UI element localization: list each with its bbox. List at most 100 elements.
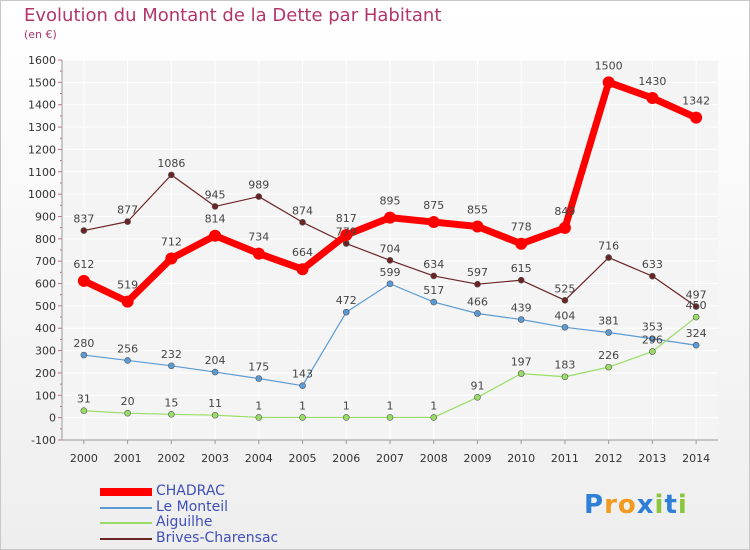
data-point-brives-charensac (692, 303, 700, 310)
data-point-brives-charensac (430, 272, 438, 280)
y-tick-label: 300 (35, 345, 56, 358)
data-label-le-monteil: 143 (292, 368, 313, 381)
y-tick-label: 800 (35, 233, 56, 246)
x-tick-label: 2010 (507, 452, 535, 465)
data-point-brives-charensac (168, 171, 175, 179)
data-label-le-monteil: 353 (642, 321, 663, 334)
data-point-chadrac (252, 247, 265, 260)
data-point-aiguilhe (605, 363, 612, 371)
y-tick-label: 1600 (28, 54, 56, 67)
x-tick-label: 2004 (245, 452, 273, 465)
data-point-brives-charensac (342, 240, 350, 247)
data-label-brives-charensac: 1086 (157, 157, 185, 170)
data-point-chadrac (121, 295, 134, 308)
data-label-chadrac: 1500 (595, 59, 623, 72)
legend-label-le-monteil: Le Monteil (156, 499, 229, 515)
data-label-chadrac: 875 (423, 199, 444, 212)
data-point-le-monteil (342, 308, 350, 316)
data-label-le-monteil: 517 (423, 284, 444, 297)
data-label-chadrac: 814 (205, 213, 226, 226)
data-point-chadrac (602, 76, 615, 89)
data-point-le-monteil (649, 335, 656, 343)
data-label-chadrac: 778 (511, 221, 532, 234)
legend-swatch-le-monteil (100, 507, 152, 509)
data-label-brives-charensac: 634 (423, 258, 444, 271)
chart-title: Evolution du Montant de la Dette par Hab… (24, 5, 442, 26)
data-label-brives-charensac: 945 (205, 188, 226, 201)
x-tick-label: 2006 (332, 452, 360, 465)
y-tick-label: 0 (49, 412, 56, 425)
data-label-chadrac: 519 (117, 279, 138, 292)
y-tick-label: 1000 (28, 188, 56, 201)
data-point-le-monteil (168, 362, 175, 370)
data-label-le-monteil: 175 (248, 361, 269, 374)
data-point-le-monteil (430, 298, 438, 306)
data-point-chadrac (165, 252, 178, 265)
data-label-brives-charensac: 837 (73, 213, 94, 226)
y-tick-label: 600 (35, 278, 56, 291)
data-point-aiguilhe (649, 348, 656, 355)
proxiti-logo: Proxiti (584, 490, 688, 520)
y-tick-label: 1500 (28, 76, 56, 89)
data-label-brives-charensac: 497 (686, 289, 707, 302)
y-tick-label: 1100 (28, 166, 56, 179)
data-label-brives-charensac: 877 (117, 204, 138, 217)
data-point-aiguilhe (211, 411, 219, 419)
line-chart: -100 0 100 200 300 400 500 600 700 800 900 1000 1100… (28, 54, 718, 465)
data-point-aiguilhe (342, 414, 350, 421)
data-point-brives-charensac (649, 272, 656, 280)
data-point-brives-charensac (386, 256, 394, 264)
legend-swatch-aiguilhe (100, 522, 152, 524)
data-label-aiguilhe: 197 (511, 356, 532, 369)
data-point-le-monteil (124, 357, 131, 364)
data-point-le-monteil (255, 375, 263, 382)
data-point-chadrac (209, 229, 222, 242)
data-point-le-monteil (386, 280, 394, 288)
data-point-brives-charensac (474, 280, 481, 288)
x-tick-label: 2007 (376, 452, 404, 465)
data-label-chadrac: 849 (554, 205, 575, 218)
data-label-brives-charensac: 704 (380, 242, 401, 255)
data-label-aiguilhe: 1 (343, 399, 350, 412)
data-point-brives-charensac (299, 218, 306, 226)
chart-subtitle: (en €) (24, 28, 57, 41)
data-point-brives-charensac (561, 296, 569, 304)
legend-swatch-chadrac (100, 488, 152, 496)
data-point-brives-charensac (605, 254, 612, 261)
data-point-aiguilhe (692, 313, 700, 321)
data-label-brives-charensac: 989 (248, 179, 269, 192)
legend-swatch-brives-charensac (100, 538, 152, 540)
x-tick-label: 2003 (201, 452, 229, 465)
y-tick-label: 1300 (28, 121, 56, 134)
data-point-le-monteil (561, 324, 569, 331)
data-label-brives-charensac: 874 (292, 204, 313, 217)
data-label-brives-charensac: 716 (598, 240, 619, 253)
data-label-le-monteil: 466 (467, 295, 488, 308)
data-point-le-monteil (211, 368, 219, 376)
y-tick-label: 400 (35, 322, 56, 335)
data-point-chadrac (558, 221, 571, 234)
data-point-aiguilhe (517, 370, 525, 377)
x-tick-label: 2005 (289, 452, 317, 465)
y-tick-label: -100 (31, 434, 56, 447)
data-point-chadrac (384, 211, 396, 224)
data-point-aiguilhe (386, 414, 394, 421)
data-label-aiguilhe: 226 (598, 349, 619, 362)
y-tick-label: 900 (35, 210, 56, 223)
data-point-aiguilhe (474, 394, 481, 401)
x-tick-label: 2008 (420, 452, 448, 465)
legend-label-chadrac: CHADRAC (156, 483, 225, 499)
data-label-chadrac: 612 (73, 258, 94, 271)
data-point-brives-charensac (211, 203, 219, 210)
data-label-le-monteil: 439 (511, 302, 532, 315)
data-point-aiguilhe (124, 409, 131, 417)
data-point-brives-charensac (255, 193, 263, 200)
data-label-aiguilhe: 296 (642, 333, 663, 346)
data-label-brives-charensac: 615 (511, 262, 532, 275)
data-point-aiguilhe (561, 373, 569, 381)
x-tick-label: 2013 (638, 452, 666, 465)
x-tick-label: 2000 (70, 452, 98, 465)
data-point-aiguilhe (299, 414, 306, 421)
data-label-le-monteil: 232 (161, 348, 182, 361)
data-label-chadrac: 895 (380, 195, 401, 208)
